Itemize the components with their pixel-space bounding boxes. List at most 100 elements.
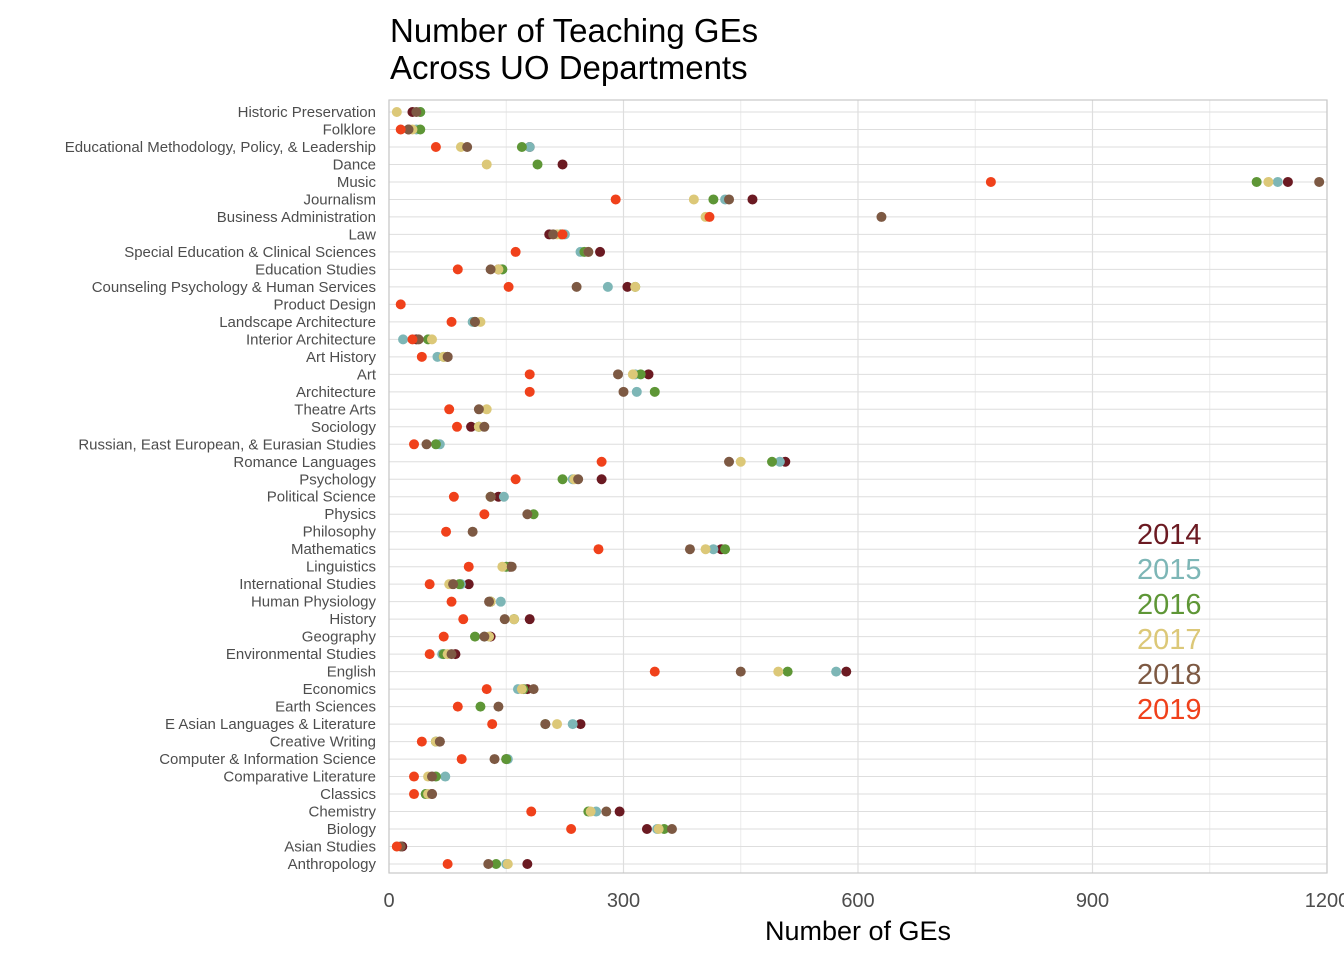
data-point: Psychology 2014: 272 [596,474,607,485]
y-tick-label: Art History [306,349,377,366]
data-point: History 2018: 148 [499,614,510,625]
y-tick-label: International Studies [239,576,376,593]
y-tick-label: Physics [324,506,376,523]
data-point: Comparative Literature 2019: 32 [409,771,420,782]
data-point: E Asian Languages & Literature 2018: 200 [540,719,551,730]
data-point: Anthropology 2019: 75 [442,859,453,869]
y-tick-label: Linguistics [306,559,376,576]
data-point: Economics 2019: 125 [481,684,492,695]
legend-item: 2017 [1137,624,1202,656]
data-point: Folklore 2018: 25 [403,124,414,135]
y-tick-label: E Asian Languages & Literature [165,716,376,733]
data-point: Psychology 2016: 222 [557,474,568,485]
data-point: Counseling Psychology & Human Services 2… [622,281,633,292]
data-point: Business Administration 2019: 410 [704,211,715,222]
data-point: English 2015: 572 [831,666,842,677]
data-point: Art 2019: 180 [524,369,535,380]
y-tick-label: Russian, East European, & Eurasian Studi… [78,436,376,453]
data-point: Special Education & Clinical Sciences 20… [595,246,606,257]
data-point: Russian, East European, & Eurasian Studi… [430,439,441,450]
y-tick-label: Earth Sciences [275,699,376,716]
data-point: Educational Methodology, Policy, & Leade… [430,141,441,152]
data-point: Chemistry 2017: 258 [585,806,596,817]
y-tick-label: Anthropology [288,856,377,873]
data-point: Biology 2017: 345 [653,824,664,835]
x-tick-label: 1200 [1305,890,1344,912]
data-point: Psychology 2018: 242 [573,474,584,485]
y-tick-label: Special Education & Clinical Sciences [124,244,376,261]
data-point: Philosophy 2018: 107 [467,526,478,537]
data-point: Romance Languages 2017: 450 [735,456,746,467]
data-point: Classics 2018: 55 [426,789,437,800]
y-tick-label: Architecture [296,384,376,401]
data-point: Geography 2019: 70 [438,631,449,642]
data-point: Economics 2018: 185 [528,684,539,695]
data-point: International Studies 2014: 102 [463,579,474,590]
x-tick-label: 300 [607,890,640,912]
data-point: Product Design 2019: 15 [395,299,406,310]
y-tick-label: Asian Studies [284,839,376,856]
data-point: Human Physiology 2019: 80 [446,596,457,607]
y-tick-label: Journalism [303,191,376,208]
data-point: Music 2017: 1125 [1263,176,1274,187]
y-tick-label: Theatre Arts [294,401,376,418]
data-point: Economics 2017: 170 [516,684,527,695]
data-point: International Studies 2019: 52 [424,579,435,590]
data-point: Classics 2019: 32 [409,789,420,800]
data-point: English 2019: 340 [649,666,660,677]
data-point: Dance 2017: 125 [481,159,492,170]
data-point: Human Physiology 2015: 143 [495,596,506,607]
data-point: Music 2016: 1110 [1251,176,1262,187]
data-point: Counseling Psychology & Human Services 2… [602,281,613,292]
data-point: Music 2018: 1190 [1314,176,1325,187]
data-point: Biology 2018: 362 [666,824,677,835]
data-point: Linguistics 2019: 102 [463,561,474,572]
data-point: History 2019: 95 [458,614,469,625]
data-point: Counseling Psychology & Human Services 2… [503,281,514,292]
data-point: Journalism 2017: 390 [688,194,699,205]
chart-title-line-1: Number of Teaching GEs [390,12,758,49]
data-point: Sociology 2018: 122 [479,421,490,432]
y-tick-label: Folklore [323,121,376,138]
y-tick-label: Education Studies [255,261,376,278]
data-point: Historic Preservation 2017: 10 [391,107,402,117]
data-point: History 2014: 180 [524,614,535,625]
data-point: Folklore 2019: 15 [395,124,406,135]
legend-item: 2014 [1137,519,1202,551]
data-point: Journalism 2018: 435 [724,194,735,205]
data-point: Sociology 2014: 105 [466,421,477,432]
data-point: Art 2014: 332 [643,369,654,380]
data-point: Music 2014: 1150 [1282,176,1293,187]
data-point: Architecture 2015: 317 [631,386,642,397]
data-point: Art 2018: 293 [613,369,624,380]
data-point: Business Administration 2018: 630 [876,211,887,222]
data-point: Special Education & Clinical Sciences 20… [510,246,521,257]
data-point: Chemistry 2014: 295 [614,806,625,817]
y-tick-label: Counseling Psychology & Human Services [92,279,376,296]
x-tick-label: 900 [1076,890,1109,912]
data-point: Educational Methodology, Policy, & Leade… [462,141,473,152]
y-tick-label: Creative Writing [270,734,376,751]
data-point: English 2017: 498 [773,666,784,677]
y-tick-label: English [327,664,376,681]
data-point: Architecture 2018: 300 [618,386,629,397]
data-point: Biology 2014: 330 [641,824,652,835]
data-point: Creative Writing 2019: 42 [416,736,427,747]
data-point: Historic Preservation 2018: 35 [411,107,422,117]
y-tick-label: Business Administration [217,209,376,226]
data-point: Interior Architecture 2017: 55 [426,334,437,345]
data-point: Art History 2018: 75 [442,351,453,362]
data-point: Comparative Literature 2015: 72 [440,771,451,782]
data-point: Anthropology 2016: 137 [491,859,502,869]
y-tick-label: Art [357,366,377,383]
y-tick-label: History [329,611,376,628]
y-tick-label: Dance [333,156,376,173]
data-point: Folklore 2016: 40 [415,124,426,135]
data-point: Asian Studies 2019: 10 [391,841,402,852]
data-point: English 2014: 585 [841,666,852,677]
data-point: Psychology 2019: 162 [510,474,521,485]
data-point: Music 2015: 1137 [1272,176,1283,187]
data-point: E Asian Languages & Literature 2014: 245 [575,719,586,730]
data-point: Comparative Literature 2018: 55 [426,771,437,782]
plot-border [388,99,1328,874]
